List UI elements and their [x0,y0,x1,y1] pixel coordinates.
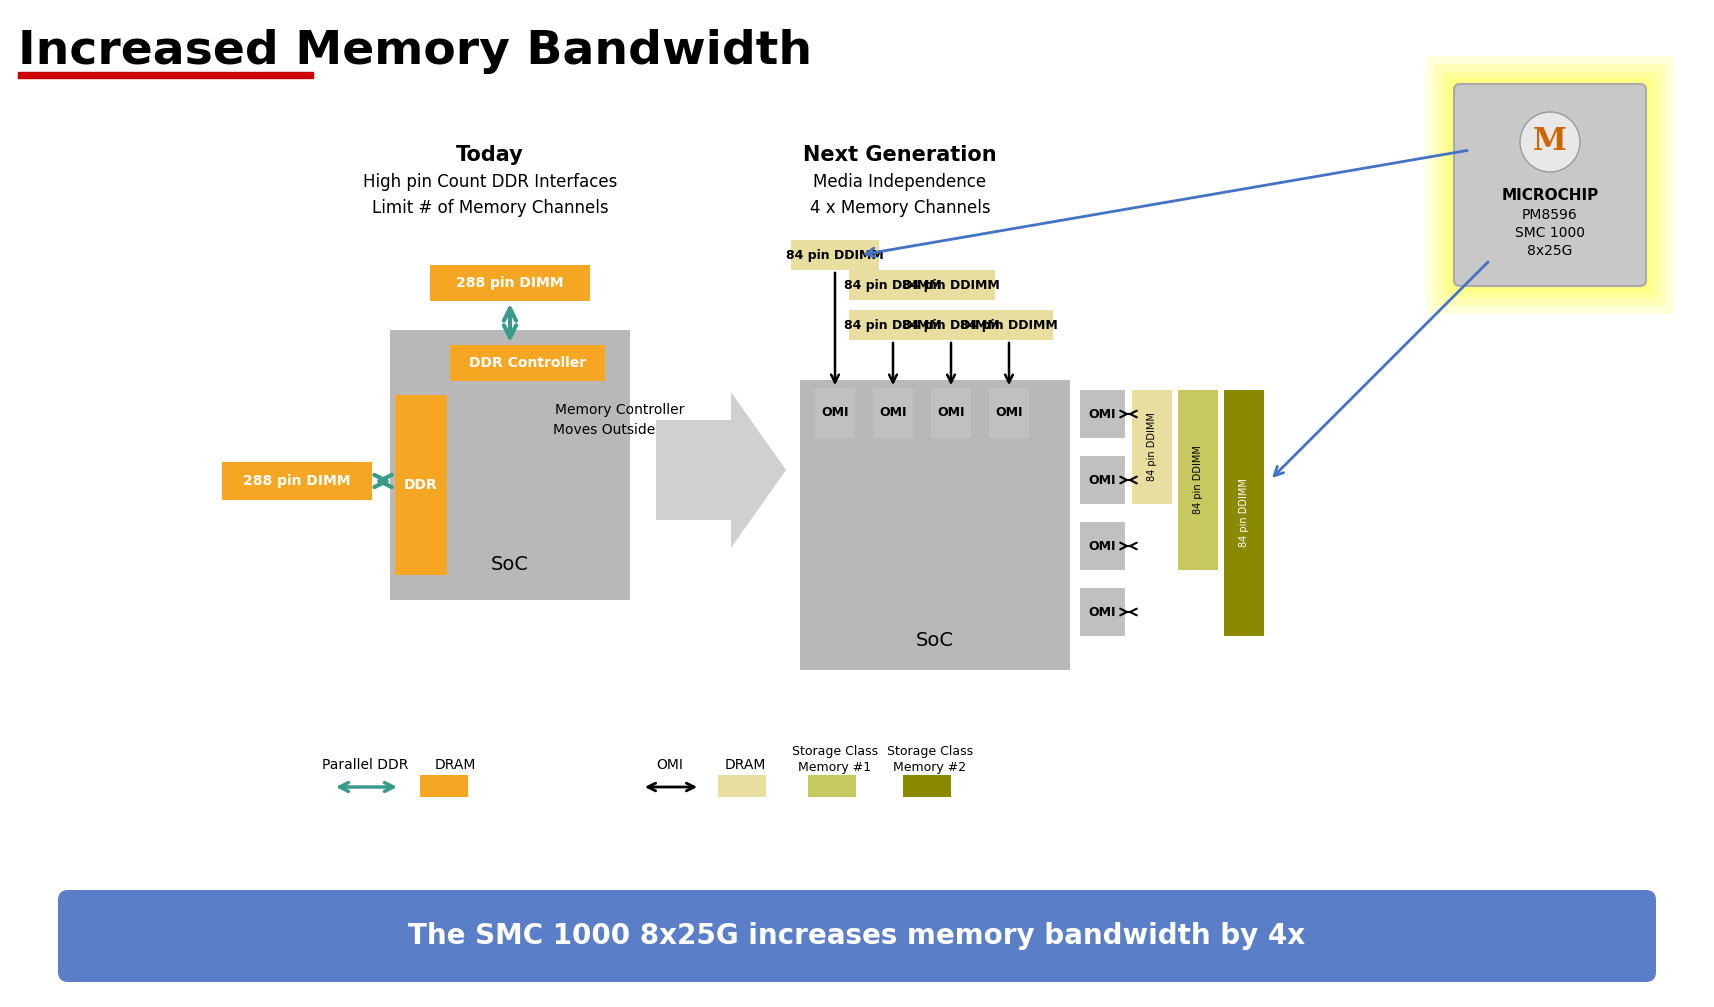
Text: M: M [1532,127,1567,157]
Bar [19,71,314,78]
Text: 84 pin DDIMM: 84 pin DDIMM [787,249,884,262]
FancyBboxPatch shape [1453,84,1645,286]
Bar [1224,390,1263,636]
Bar [1080,456,1124,504]
Text: DDR: DDR [405,478,437,492]
Text: 84 pin DDIMM: 84 pin DDIMM [1147,413,1157,481]
Bar [965,310,1052,340]
Text: Media Independence
4 x Memory Channels: Media Independence 4 x Memory Channels [809,173,991,218]
Text: SMC 1000: SMC 1000 [1515,226,1585,240]
Text: MICROCHIP: MICROCHIP [1501,187,1599,202]
Bar [903,775,951,797]
Bar [430,265,590,301]
FancyBboxPatch shape [1441,71,1657,298]
Text: 84 pin DDIMM: 84 pin DDIMM [902,318,999,331]
Bar [1131,390,1172,504]
Bar [848,270,938,300]
Text: OMI: OMI [821,407,848,420]
Text: OMI: OMI [1088,408,1116,421]
Bar [420,775,468,797]
Text: 8x25G: 8x25G [1527,244,1573,258]
Text: Storage Class
Memory #1: Storage Class Memory #1 [792,744,878,773]
Text: Memory Controller
Moves Outside SoC: Memory Controller Moves Outside SoC [554,403,687,437]
Bar [223,462,372,500]
Bar [1080,522,1124,570]
Bar [907,310,996,340]
Text: 84 pin DDIMM: 84 pin DDIMM [843,318,943,331]
FancyBboxPatch shape [1448,78,1652,292]
Text: DRAM: DRAM [434,758,476,772]
Circle shape [1520,112,1580,172]
Text: OMI: OMI [1088,605,1116,618]
Bar [1178,390,1219,570]
Text: 84 pin DDIMM: 84 pin DDIMM [1239,478,1250,548]
Text: 84 pin DDIMM: 84 pin DDIMM [902,279,999,291]
Text: 84 pin DDIMM: 84 pin DDIMM [960,318,1058,331]
Text: 288 pin DIMM: 288 pin DIMM [243,474,351,488]
Bar [872,388,914,438]
Bar [848,310,938,340]
Text: OMI: OMI [938,407,965,420]
Text: SoC: SoC [490,556,530,575]
Bar [907,270,996,300]
Bar [718,775,766,797]
Polygon shape [656,392,787,548]
Bar [800,380,1070,670]
FancyBboxPatch shape [58,890,1656,982]
Text: DDR Controller: DDR Controller [470,356,586,370]
Text: High pin Count DDR Interfaces
Limit # of Memory Channels: High pin Count DDR Interfaces Limit # of… [363,173,617,218]
Text: Increased Memory Bandwidth: Increased Memory Bandwidth [19,29,812,75]
Text: OMI: OMI [656,758,684,772]
Text: 84 pin DDIMM: 84 pin DDIMM [1193,445,1203,515]
Text: OMI: OMI [1088,540,1116,553]
Text: Next Generation: Next Generation [804,145,998,165]
Text: 84 pin DDIMM: 84 pin DDIMM [843,279,943,291]
Text: SoC: SoC [915,630,955,650]
Bar [989,388,1028,438]
Text: DRAM: DRAM [725,758,766,772]
Text: PM8596: PM8596 [1522,208,1579,222]
Text: Today: Today [456,145,524,165]
Bar [931,388,972,438]
Bar [1080,588,1124,636]
Text: Parallel DDR: Parallel DDR [322,758,408,772]
Text: OMI: OMI [879,407,907,420]
FancyBboxPatch shape [1435,64,1666,306]
Text: 288 pin DIMM: 288 pin DIMM [456,276,564,290]
Bar [814,388,855,438]
Text: OMI: OMI [1088,473,1116,486]
FancyBboxPatch shape [1426,56,1675,314]
Bar [790,240,879,270]
Bar [451,345,605,381]
Text: The SMC 1000 8x25G increases memory bandwidth by 4x: The SMC 1000 8x25G increases memory band… [408,922,1306,950]
Text: OMI: OMI [996,407,1023,420]
Bar [807,775,855,797]
Bar [394,395,447,575]
Bar [1080,390,1124,438]
Bar [391,330,631,600]
Text: Storage Class
Memory #2: Storage Class Memory #2 [886,744,974,773]
